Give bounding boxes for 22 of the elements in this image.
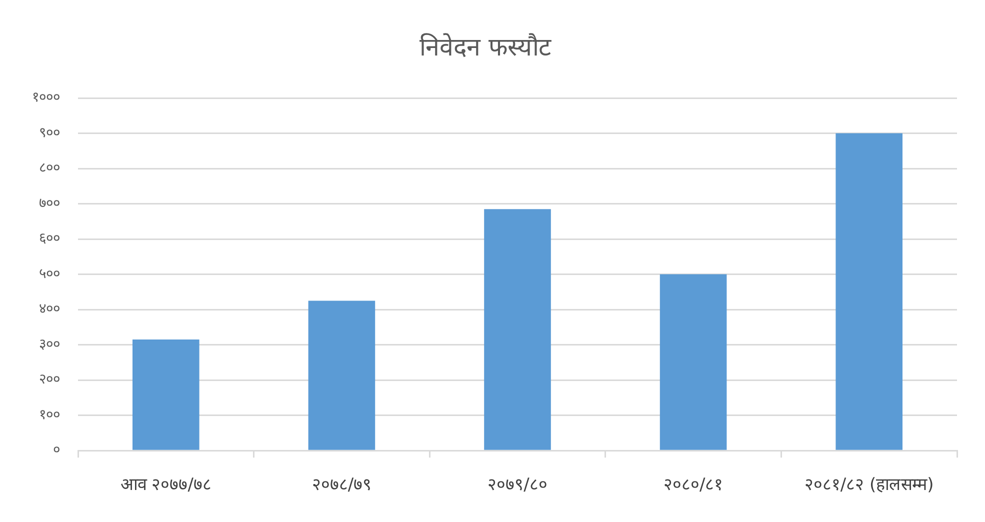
y-tick-label: ३०० <box>39 336 60 352</box>
bar <box>836 133 902 450</box>
y-tick-label: ९०० <box>39 124 60 141</box>
x-tick-label: २०८०/८१ <box>663 475 724 496</box>
y-tick-label: ७०० <box>39 195 60 212</box>
bar <box>660 274 727 450</box>
y-tick-label: ० <box>53 442 60 458</box>
chart-title: निवेदन फस्यौट <box>420 32 552 62</box>
x-tick-label: आव २०७७/७८ <box>120 475 212 496</box>
y-tick-label: ५०० <box>39 266 60 282</box>
x-tick-label: २०७९/८० <box>488 475 548 496</box>
bar <box>132 340 200 450</box>
x-tick-label: २०८१/८२ (हालसम्म) <box>804 475 934 496</box>
y-tick-label: १०० <box>39 406 60 423</box>
y-tick-label: ४०० <box>39 301 60 318</box>
y-tick-label: १००० <box>32 90 60 106</box>
y-tick-label: ६०० <box>39 230 60 247</box>
bar <box>308 300 376 450</box>
y-tick-label: २०० <box>39 372 60 388</box>
x-tick-label: २०७८/७९ <box>312 475 372 496</box>
y-tick-label: ८०० <box>39 160 60 176</box>
bar <box>484 209 551 450</box>
